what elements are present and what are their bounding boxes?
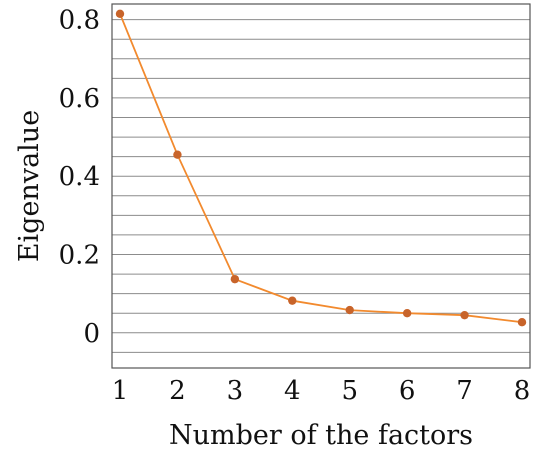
x-tick-label: 2 <box>169 376 186 406</box>
series-layer <box>115 9 527 327</box>
series-line <box>119 13 523 324</box>
y-tick-label: 0.6 <box>59 84 100 114</box>
x-tick-label: 3 <box>227 376 244 406</box>
x-axis-title: Number of the factors <box>169 420 473 451</box>
x-tick-labels: 1 2 3 4 5 6 7 8 <box>112 376 531 406</box>
data-point <box>115 9 125 18</box>
data-point <box>460 310 469 320</box>
y-axis-title: Eigenvalue <box>14 110 45 262</box>
y-tick-label: 0.4 <box>59 162 100 192</box>
grid-lines <box>112 19 530 353</box>
x-tick-label: 6 <box>399 376 416 406</box>
y-tick-label: 0.8 <box>59 6 100 36</box>
x-tick-label: 8 <box>514 376 531 406</box>
y-tick-label: 0.2 <box>59 240 100 270</box>
plot-area-frame <box>111 3 531 369</box>
x-tick-label: 4 <box>284 376 301 406</box>
x-tick-label: 1 <box>112 376 129 406</box>
data-point <box>288 296 297 305</box>
data-point <box>402 309 412 318</box>
data-point <box>173 150 182 159</box>
data-point <box>517 318 527 327</box>
y-tick-label: 0 <box>83 319 100 349</box>
data-point <box>345 305 354 315</box>
x-tick-label: 5 <box>341 376 358 406</box>
data-point <box>230 274 240 284</box>
x-tick-label: 7 <box>456 376 473 406</box>
y-tick-labels: 0 0.2 0.4 0.6 0.8 <box>59 6 100 349</box>
